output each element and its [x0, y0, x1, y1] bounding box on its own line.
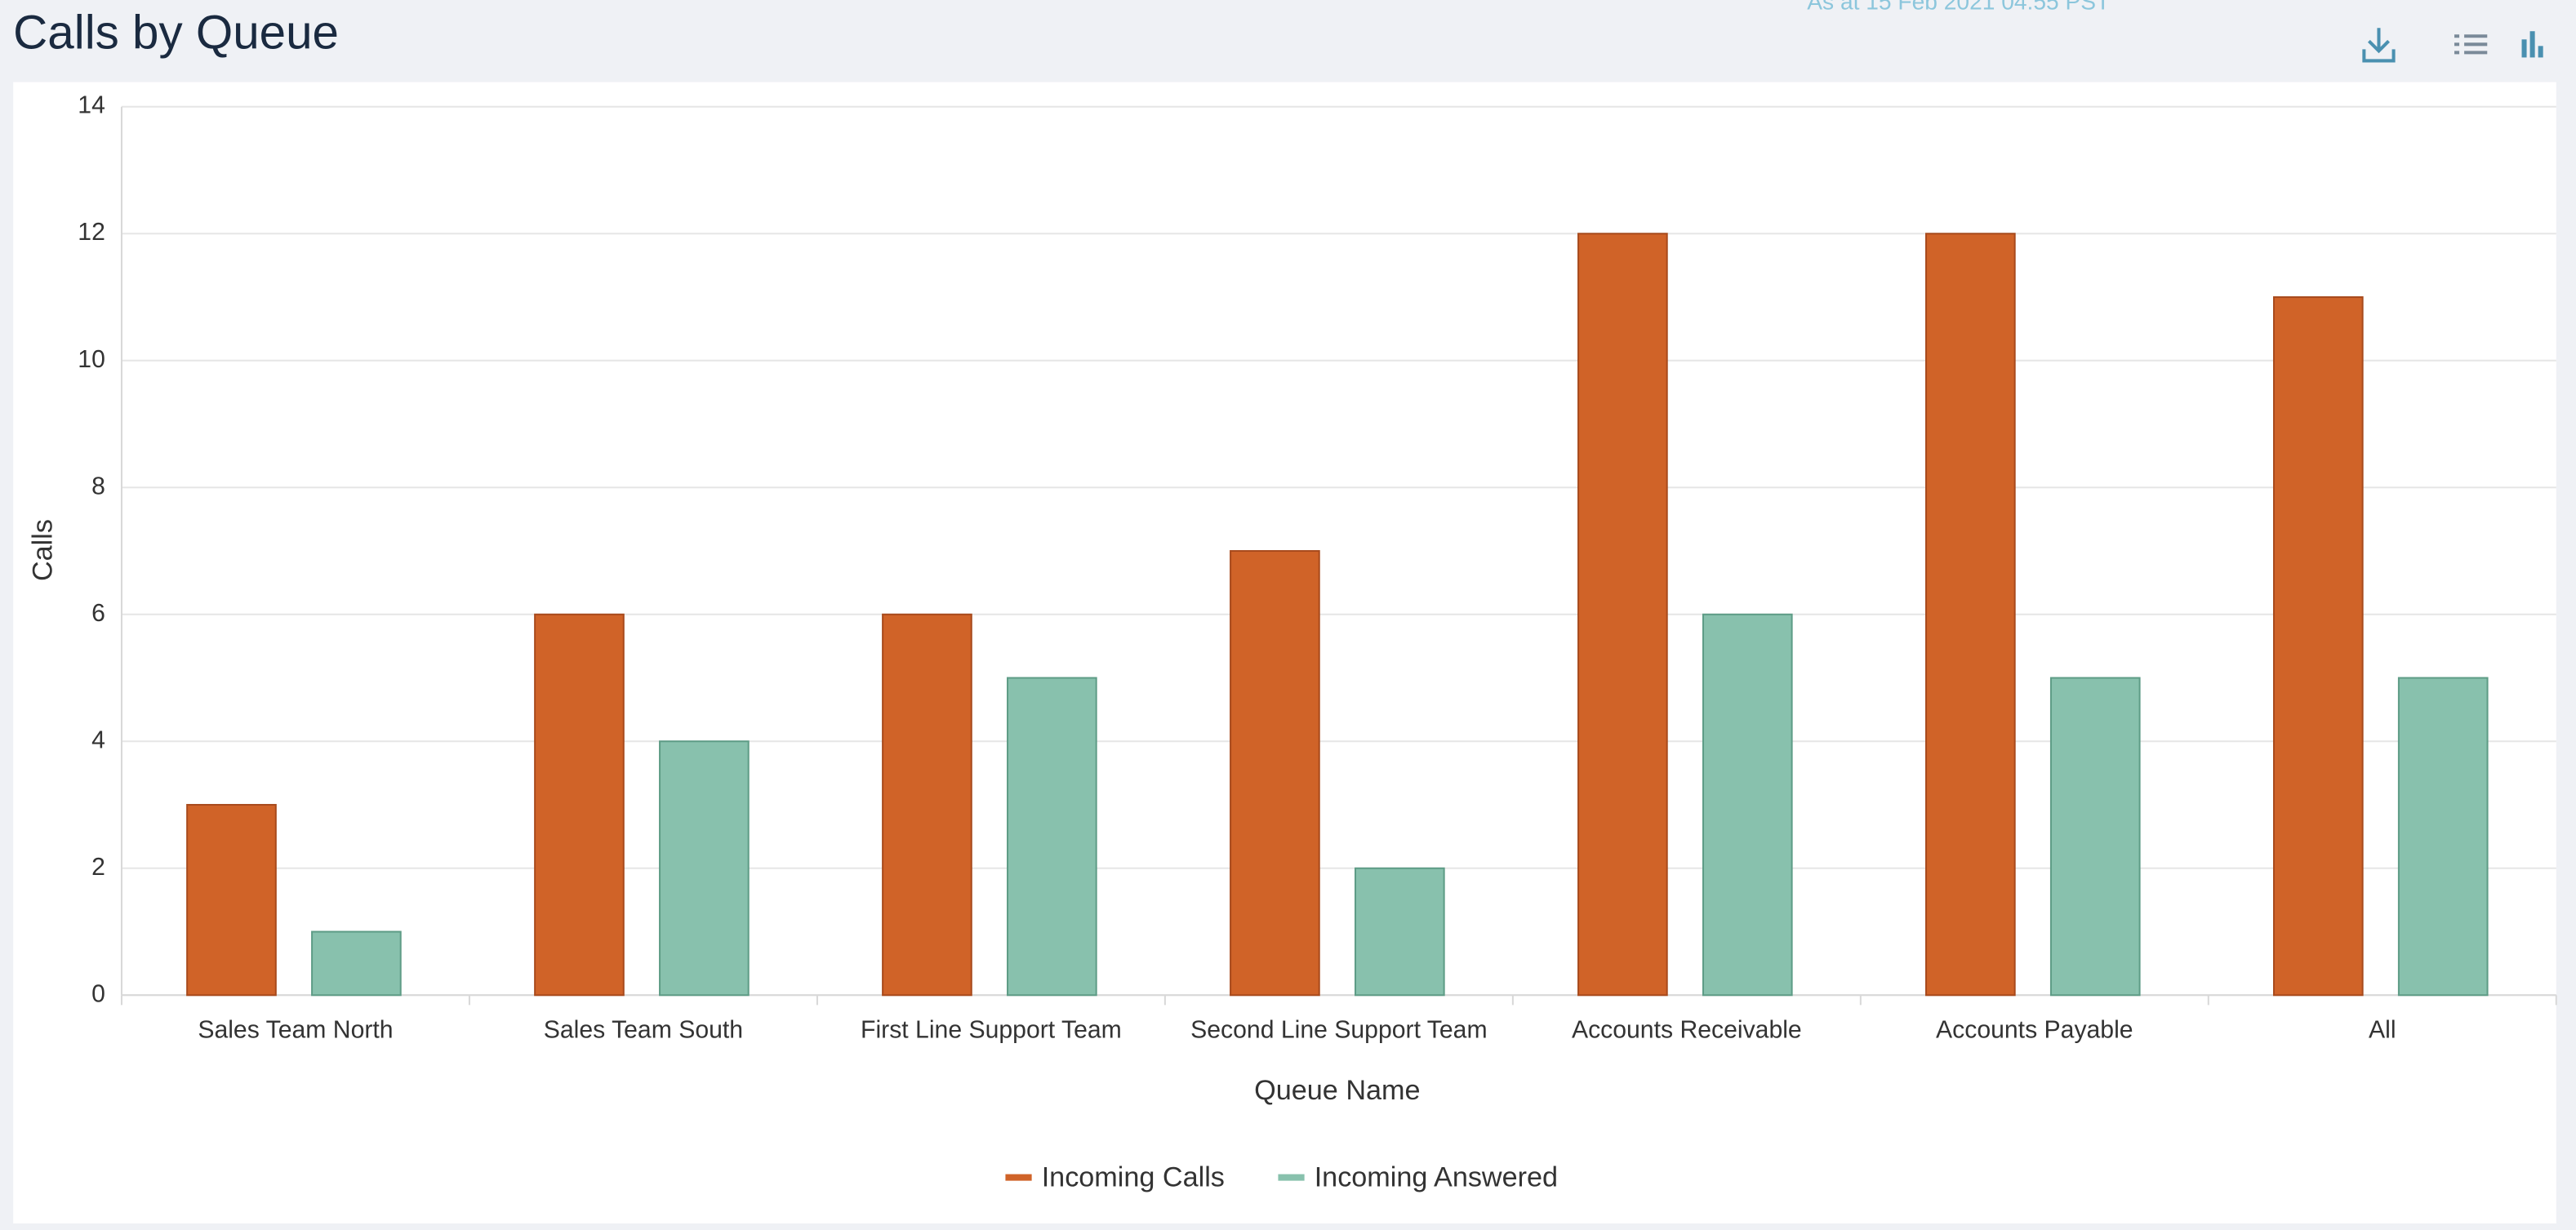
- page-title: Calls by Queue: [13, 7, 339, 60]
- y-tick-label: 14: [78, 92, 105, 119]
- bar: [1702, 613, 1793, 997]
- bar: [534, 613, 625, 997]
- chart-icon[interactable]: [2521, 31, 2543, 58]
- x-tick-label: Sales Team North: [198, 1017, 393, 1044]
- y-tick-label: 6: [91, 600, 105, 627]
- y-tick-label: 2: [91, 854, 105, 881]
- bar: [882, 613, 972, 997]
- x-tick-label: Accounts Receivable: [1572, 1017, 1802, 1044]
- bar: [186, 804, 277, 997]
- legend-label: Incoming Answered: [1315, 1162, 1558, 1193]
- y-tick-label: 12: [78, 219, 105, 246]
- legend-label: Incoming Calls: [1042, 1162, 1225, 1193]
- y-tick-label: 4: [91, 726, 105, 753]
- x-axis-title: Queue Name: [1254, 1075, 1420, 1106]
- bar: [1925, 233, 2016, 997]
- x-tick-label: Sales Team South: [544, 1017, 743, 1044]
- bar: [2272, 296, 2364, 997]
- x-tick-label: First Line Support Team: [861, 1017, 1122, 1044]
- x-tick-label: Accounts Payable: [1936, 1017, 2133, 1044]
- bar: [659, 740, 750, 997]
- plot: 0 2 4 6 8 10 12 14 Sales Team North Sales Team So…: [78, 92, 2557, 1193]
- bar: [2049, 677, 2141, 997]
- bar: [2397, 677, 2489, 997]
- bar: [311, 930, 402, 997]
- bar: [1354, 867, 1445, 997]
- legend-swatch: [1278, 1174, 1305, 1181]
- list-icon[interactable]: [2454, 34, 2488, 55]
- y-tick-label: 10: [78, 346, 105, 373]
- download-icon[interactable]: [2362, 28, 2396, 63]
- y-tick-label: 0: [91, 980, 105, 1007]
- bar: [1230, 550, 1320, 997]
- timestamp: As at 15 Feb 2021 04:55 PST: [1807, 0, 2110, 14]
- x-tick-label: Second Line Support Team: [1190, 1017, 1487, 1044]
- bar: [1577, 233, 1668, 997]
- y-axis-title: Calls: [27, 519, 58, 581]
- legend-swatch: [1005, 1174, 1032, 1181]
- bar: [1007, 677, 1097, 997]
- y-tick-label: 8: [91, 473, 105, 500]
- x-tick-label: All: [2369, 1017, 2396, 1044]
